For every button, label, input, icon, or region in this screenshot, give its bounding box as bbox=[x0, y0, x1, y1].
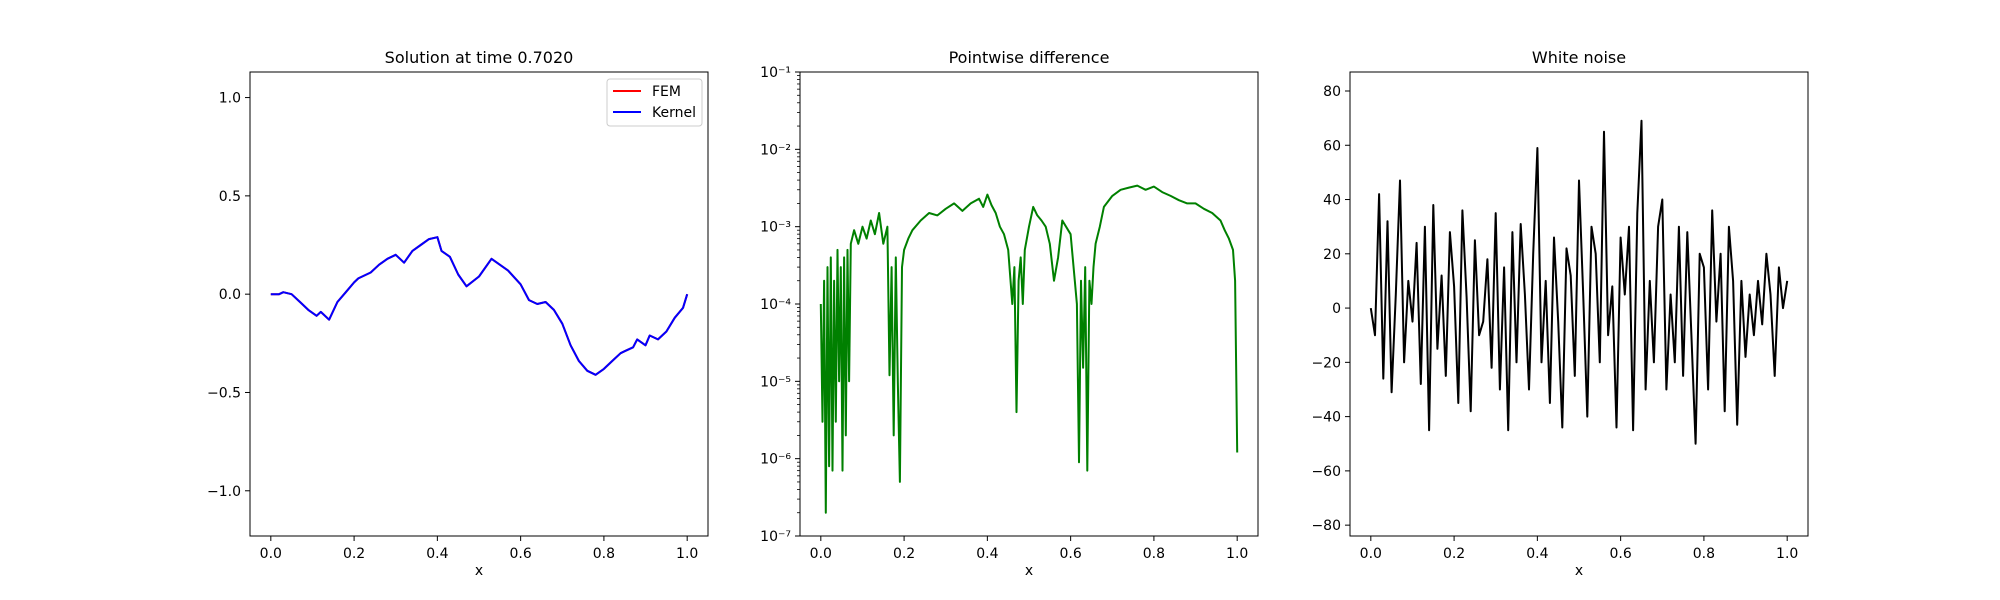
x-tick-label: 1.0 bbox=[1776, 546, 1798, 562]
y-tick-label: 80 bbox=[1323, 84, 1341, 100]
axes-frame bbox=[1349, 71, 1809, 537]
x-tick-label: 0.8 bbox=[593, 546, 615, 562]
legend-label-fem: FEM bbox=[652, 84, 681, 100]
y-tick-label: 0 bbox=[1332, 301, 1341, 317]
y-tick-label: 10⁻¹ bbox=[760, 65, 791, 81]
panel-title: White noise bbox=[1532, 48, 1626, 67]
y-tick-label: 10⁻² bbox=[760, 142, 791, 158]
series-group bbox=[270, 236, 689, 376]
y-tick-label: −80 bbox=[1311, 518, 1341, 534]
x-tick-label: 0.2 bbox=[343, 546, 365, 562]
panel-white-noise: White noise x 0.0 0.2 0.4 0.6 0.8 1.0 −80 −60 −4… bbox=[1311, 48, 1809, 579]
x-tick-label: 0.2 bbox=[1443, 546, 1465, 562]
series-line-noise bbox=[1369, 119, 1789, 445]
x-tick-label: 1.0 bbox=[676, 546, 698, 562]
y-tick-label: 10⁻⁵ bbox=[760, 374, 791, 390]
panel-title: Pointwise difference bbox=[949, 48, 1110, 67]
x-tick-label: 0.2 bbox=[893, 546, 915, 562]
tick-group: 0.0 0.2 0.4 0.6 0.8 1.0 10⁻⁷ 10⁻⁶ 10⁻⁵ 10⁻⁴ 10⁻³ 10… bbox=[760, 65, 1248, 562]
x-tick-label: 0.8 bbox=[1143, 546, 1165, 562]
y-tick-label: 10⁻⁶ bbox=[760, 452, 791, 468]
x-tick-label: 0.8 bbox=[1693, 546, 1715, 562]
y-tick-label: 40 bbox=[1323, 193, 1341, 209]
x-tick-label: 0.6 bbox=[1610, 546, 1632, 562]
axes-frame bbox=[249, 71, 709, 537]
y-tick-label: −40 bbox=[1311, 410, 1341, 426]
y-tick-label: −60 bbox=[1311, 464, 1341, 480]
x-tick-label: 1.0 bbox=[1226, 546, 1248, 562]
y-tick-label: 0.0 bbox=[219, 287, 241, 303]
y-tick-label: −20 bbox=[1311, 355, 1341, 371]
tick-group: 0.0 0.2 0.4 0.6 0.8 1.0 −80 −60 −40 −20 0 20 40 60 80 bbox=[1311, 84, 1798, 562]
series-group bbox=[819, 184, 1239, 514]
x-tick-label: 0.0 bbox=[260, 546, 282, 562]
y-tick-label: 0.5 bbox=[219, 189, 241, 205]
y-tick-label: 20 bbox=[1323, 247, 1341, 263]
axes-frame bbox=[799, 71, 1259, 537]
x-tick-label: 0.6 bbox=[510, 546, 532, 562]
y-tick-label: 10⁻³ bbox=[760, 220, 791, 236]
x-tick-label: 0.0 bbox=[810, 546, 832, 562]
legend-label-kernel: Kernel bbox=[652, 105, 696, 121]
y-tick-label: 1.0 bbox=[219, 91, 241, 107]
x-axis-label: x bbox=[1575, 563, 1583, 579]
x-tick-label: 0.4 bbox=[1526, 546, 1548, 562]
y-tick-label: −0.5 bbox=[207, 385, 241, 401]
legend: FEM Kernel bbox=[606, 78, 703, 127]
series-line-kernel bbox=[270, 236, 689, 376]
panel-solution: Solution at time 0.7020 x 0.0 0.2 0.4 0.6 0.… bbox=[207, 48, 709, 579]
x-tick-label: 0.4 bbox=[426, 546, 448, 562]
y-tick-label: 60 bbox=[1323, 138, 1341, 154]
series-line-difference bbox=[819, 184, 1239, 514]
x-tick-label: 0.6 bbox=[1060, 546, 1082, 562]
x-axis-label: x bbox=[1025, 563, 1033, 579]
y-tick-label: 10⁻⁷ bbox=[760, 529, 791, 545]
x-tick-label: 0.0 bbox=[1360, 546, 1382, 562]
x-axis-label: x bbox=[475, 563, 483, 579]
tick-group: 0.0 0.2 0.4 0.6 0.8 1.0 −1.0 −0.5 0.0 0.5 1.0 bbox=[207, 91, 698, 562]
series-group bbox=[1369, 119, 1789, 445]
y-tick-label: −1.0 bbox=[207, 484, 241, 500]
y-tick-label: 10⁻⁴ bbox=[760, 297, 791, 313]
x-tick-label: 0.4 bbox=[976, 546, 998, 562]
panel-title: Solution at time 0.7020 bbox=[385, 48, 574, 67]
panel-difference: Pointwise difference x 0.0 0.2 0.4 0.6 0.8 1.… bbox=[760, 48, 1259, 579]
